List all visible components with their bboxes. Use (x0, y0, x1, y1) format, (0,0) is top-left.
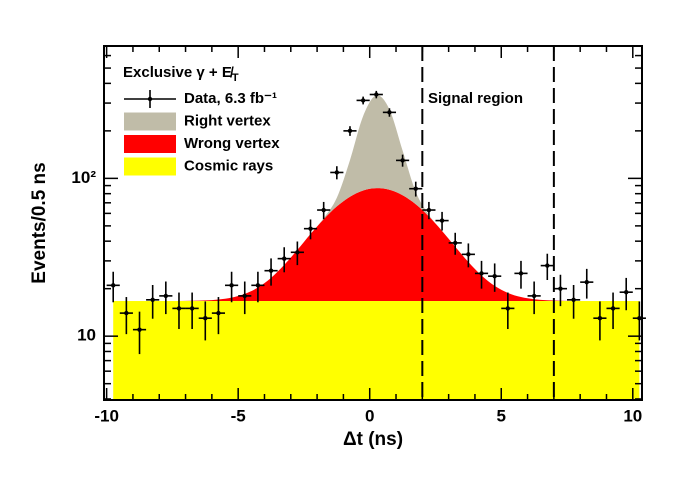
y-axis-title: Events/0.5 ns (29, 162, 50, 283)
data-point (479, 271, 484, 276)
legend-swatch (124, 112, 176, 131)
x-tick-label: 5 (497, 406, 506, 425)
data-point (242, 293, 247, 299)
data-point (531, 293, 537, 299)
data-point (282, 256, 287, 261)
data-point (597, 315, 603, 321)
data-point (216, 310, 221, 316)
data-point (400, 158, 405, 163)
legend-title: Exclusive γ + E̸T (123, 64, 239, 84)
data-point (571, 297, 576, 303)
data-point (426, 207, 432, 213)
data-point (347, 128, 353, 134)
data-point (505, 306, 511, 311)
data-point (137, 327, 142, 332)
data-point (308, 226, 313, 231)
data-point (229, 283, 234, 288)
data-point (545, 263, 550, 268)
legend-label: Cosmic rays (184, 157, 273, 174)
data-point (374, 92, 379, 97)
data-point (492, 273, 497, 279)
data-point (518, 271, 524, 276)
legend-label: Right vertex (184, 112, 271, 129)
right-vertex-area (113, 95, 640, 302)
y-tick-label: 10² (71, 168, 96, 187)
x-tick-label: -5 (231, 406, 246, 425)
data-point (558, 286, 563, 291)
data-point (624, 289, 629, 295)
data-point (255, 283, 261, 288)
overlay (106, 46, 646, 400)
data-point (189, 306, 195, 311)
data-point (439, 218, 445, 223)
plot-frame (103, 45, 643, 401)
legend-label: Data, 6.3 fb⁻¹ (184, 90, 277, 107)
data-point (321, 207, 326, 213)
data-point (124, 310, 129, 316)
x-tick-label: 10 (623, 406, 642, 425)
data-point (610, 306, 616, 311)
signal-region-label: Signal region (428, 90, 523, 107)
data-point (295, 250, 300, 255)
wrong-vertex-area (113, 188, 640, 302)
data-point (268, 268, 274, 273)
data-point (176, 306, 182, 311)
data-point (111, 283, 116, 288)
legend-swatch (124, 135, 176, 153)
data-point (637, 315, 642, 321)
data-point (334, 170, 340, 175)
legend-title-main: Exclusive γ + E̸ (123, 64, 234, 81)
data-point (466, 252, 471, 257)
data-point (163, 293, 169, 299)
legend-label: Wrong vertex (184, 135, 280, 152)
legend-data-dot (147, 96, 153, 102)
data-point (360, 98, 366, 103)
data-point (203, 315, 208, 321)
x-axis-title: Δt (ns) (343, 429, 403, 450)
y-tick-label: 10 (77, 326, 96, 345)
legend-swatch (124, 157, 176, 176)
x-tick-label: 0 (365, 406, 374, 425)
data-point (584, 279, 589, 285)
x-tick-label: -10 (94, 406, 119, 425)
data-point (453, 240, 458, 246)
data-point (150, 297, 155, 303)
data-point (413, 186, 418, 191)
data-point (387, 110, 392, 115)
legend-title-subscript: T (232, 72, 239, 84)
